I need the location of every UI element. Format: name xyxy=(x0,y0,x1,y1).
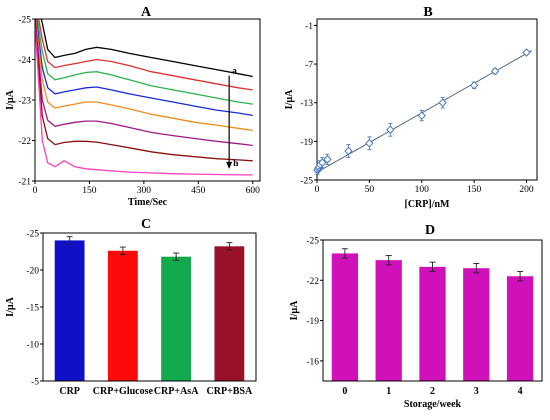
panel-d-bar xyxy=(375,260,402,381)
panel-d-bar xyxy=(419,266,446,381)
panel-a-x-tick-label: 0 xyxy=(33,186,38,196)
panel-b-frame xyxy=(316,18,538,181)
panel-b-data-point xyxy=(365,139,374,148)
panel-c-category-label: CRP+BSA xyxy=(207,386,253,397)
panel-b-data-point xyxy=(318,158,327,167)
panel-a-x-tick-label: 450 xyxy=(191,186,206,196)
panel-d-label: D xyxy=(425,223,435,238)
panel-b-data-point xyxy=(417,111,426,120)
panel-c-category-label: CRP+AsA xyxy=(154,386,199,397)
panel-a-series-line xyxy=(35,19,253,132)
panel-c-y-tick-label: -10 xyxy=(26,341,39,351)
panel-a-x-tick-label: 600 xyxy=(246,186,261,196)
panel-b-y-tick-label: -19 xyxy=(300,138,313,148)
panel-b-data-point xyxy=(469,81,479,90)
panel-c-y-tick-label: -15 xyxy=(26,304,39,314)
panel-a-series-line xyxy=(37,19,253,91)
panel-c-y-tick-label: -25 xyxy=(26,230,39,240)
panel-c-bar xyxy=(107,250,138,381)
panel-d-y-tick-label: -25 xyxy=(306,237,319,247)
panel-b-data-point xyxy=(490,66,500,76)
panel-c-bar xyxy=(214,246,245,381)
panel-b-x-tick-label: 150 xyxy=(467,185,482,195)
panel-d-category-label: 2 xyxy=(430,386,435,397)
panel-d-category-label: 1 xyxy=(386,386,391,397)
panel-a-series-line xyxy=(35,19,253,147)
panel-a-series-line xyxy=(35,23,253,176)
panel-d-bar xyxy=(463,268,490,381)
panel-a-y-tick-label: -22 xyxy=(18,137,31,147)
panel-d-category-label: 0 xyxy=(342,386,347,397)
panel-a-label: A xyxy=(141,5,152,20)
panel-b-data-point xyxy=(323,155,332,164)
panel-d: D 0 1 2 3 4 -25 -22 -19 -16 I/µA Storage/week xyxy=(289,223,543,410)
panel-b-y-axis-title: I/µA xyxy=(284,89,295,109)
panel-b-data-point xyxy=(438,98,447,107)
panel-b-x-tick-label: 0 xyxy=(315,185,320,195)
panel-b-x-tick-label: 50 xyxy=(365,185,375,195)
panel-a: A 0 150 300 450 600 -25 -24 -23 -22 -21 Time/Sec I/… xyxy=(5,5,261,208)
panel-a-y-tick-label: -23 xyxy=(18,97,31,107)
panel-d-bar xyxy=(331,253,359,381)
panel-a-annotation-a: a xyxy=(232,67,237,77)
panel-b-x-axis-title: [CRP]/nM xyxy=(405,199,451,210)
panel-b-label: B xyxy=(423,5,432,20)
panel-d-category-label: 3 xyxy=(474,386,479,397)
panel-b-y-tick-label: -25 xyxy=(300,177,313,187)
panel-c-y-axis-title: I/µA xyxy=(5,296,16,316)
panel-b-data-point xyxy=(386,125,395,134)
panel-a-x-tick-label: 150 xyxy=(82,186,97,196)
panel-d-frame xyxy=(322,239,543,382)
panel-a-series-line xyxy=(35,19,253,162)
panel-a-series-line xyxy=(36,19,253,105)
panel-c-y-tick-label: -20 xyxy=(26,267,39,277)
panel-d-y-tick-label: -19 xyxy=(306,317,319,327)
panel-d-x-axis-title: Storage/week xyxy=(404,399,462,410)
panel-a-x-axis-title: Time/Sec xyxy=(128,197,168,208)
panel-b-data-point xyxy=(522,48,531,57)
panel-b-y-tick-label: -1 xyxy=(305,22,313,32)
panel-d-bar xyxy=(506,276,534,381)
panel-c-y-tick-label: -5 xyxy=(31,378,39,388)
panel-a-series-line xyxy=(35,19,253,117)
panel-b-data-point xyxy=(344,146,353,156)
panel-a-series-line xyxy=(40,19,253,78)
panel-a-y-tick-label: -24 xyxy=(18,56,31,66)
panel-b: B 0 50 100 150 200 -1 -7 -13 -19 -25 [CRP]/nM I/µA xyxy=(284,5,538,210)
panel-a-y-tick-label: -25 xyxy=(18,16,31,26)
panel-a-y-axis-title: I/µA xyxy=(5,89,16,109)
panel-a-y-tick-label: -21 xyxy=(18,178,31,188)
panel-b-y-tick-label: -13 xyxy=(300,99,313,109)
panel-a-annotation-h: h xyxy=(233,159,239,169)
panel-b-x-tick-label: 100 xyxy=(415,185,430,195)
panel-c-category-label: CRP xyxy=(59,386,80,397)
panel-b-y-tick-label: -7 xyxy=(305,61,313,71)
panel-a-arrow-head xyxy=(226,161,233,169)
panel-c-bar xyxy=(161,256,192,381)
panel-d-category-label: 4 xyxy=(518,386,523,397)
panel-c-label: C xyxy=(141,217,151,232)
panel-c-category-label: CRP+Glucose xyxy=(93,386,154,397)
panel-c: C CRP CRP+Glucose CRP+AsA CRP+BSA -25 -20 -15 -… xyxy=(5,217,257,397)
panel-d-y-tick-label: -22 xyxy=(306,277,319,287)
panel-d-y-tick-label: -16 xyxy=(306,357,319,367)
panel-a-x-tick-label: 300 xyxy=(137,186,152,196)
panel-b-x-tick-label: 200 xyxy=(519,185,534,195)
panel-c-bar xyxy=(54,240,85,381)
panel-d-y-axis-title: I/µA xyxy=(289,300,300,320)
